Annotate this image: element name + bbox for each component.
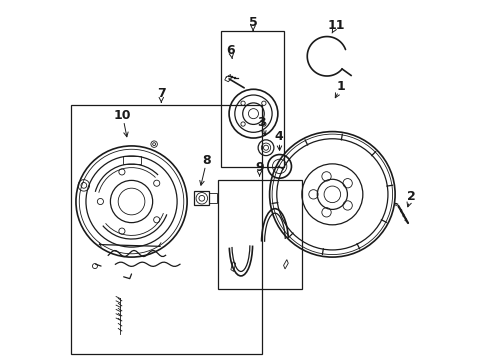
Bar (122, 156, 140, 164)
Bar (194, 192, 209, 205)
Bar (217, 180, 301, 289)
Text: 10: 10 (114, 109, 131, 122)
Text: 11: 11 (326, 19, 344, 32)
Bar (70, 105, 262, 354)
Text: 4: 4 (274, 130, 283, 144)
Text: 6: 6 (226, 44, 235, 57)
Bar (221, 31, 284, 167)
Bar (209, 193, 217, 203)
Text: 2: 2 (406, 190, 415, 203)
Text: 8: 8 (202, 154, 211, 167)
Text: 1: 1 (336, 80, 345, 93)
Text: 9: 9 (255, 161, 264, 174)
Text: 3: 3 (257, 116, 265, 129)
Text: 7: 7 (157, 87, 165, 100)
Text: 5: 5 (248, 16, 257, 29)
